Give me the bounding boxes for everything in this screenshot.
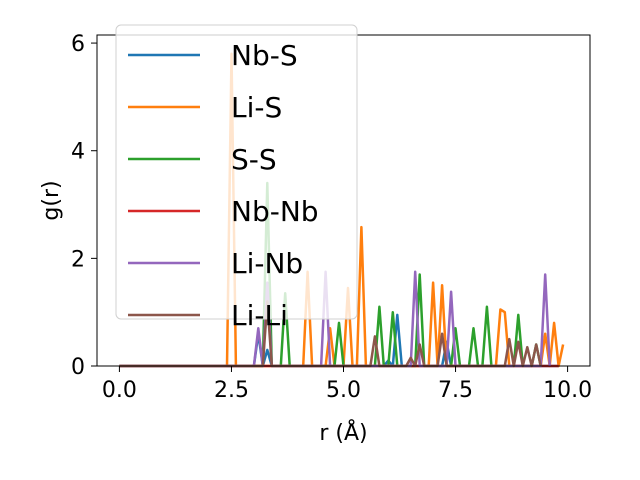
- x-tick-label: 0.0: [102, 378, 137, 403]
- legend-label: Li-Li: [231, 299, 288, 332]
- legend-label: Nb-S: [231, 39, 298, 72]
- legend-label: Nb-Nb: [231, 195, 319, 228]
- y-tick-label: 2: [71, 247, 85, 272]
- legend-label: S-S: [231, 143, 277, 176]
- x-axis: 0.0 2.5 5.0 7.5 10.0: [102, 366, 592, 403]
- x-tick-label: 5.0: [326, 378, 361, 403]
- y-tick-label: 6: [71, 32, 85, 57]
- legend-box: [115, 24, 358, 320]
- y-axis: 0 2 4 6: [71, 32, 97, 380]
- y-tick-label: 0: [71, 355, 85, 380]
- x-axis-label: r (Å): [319, 419, 367, 446]
- x-tick-label: 7.5: [438, 378, 473, 403]
- legend-label: Li-Nb: [231, 247, 303, 280]
- x-tick-label: 2.5: [214, 378, 249, 403]
- y-tick-label: 4: [71, 140, 85, 165]
- y-axis-label: g(r): [39, 180, 64, 220]
- legend: Nb-S Li-S S-S Nb-Nb Li-Nb Li-Li: [115, 24, 358, 332]
- legend-label: Li-S: [231, 91, 282, 124]
- x-tick-label: 10.0: [543, 378, 592, 403]
